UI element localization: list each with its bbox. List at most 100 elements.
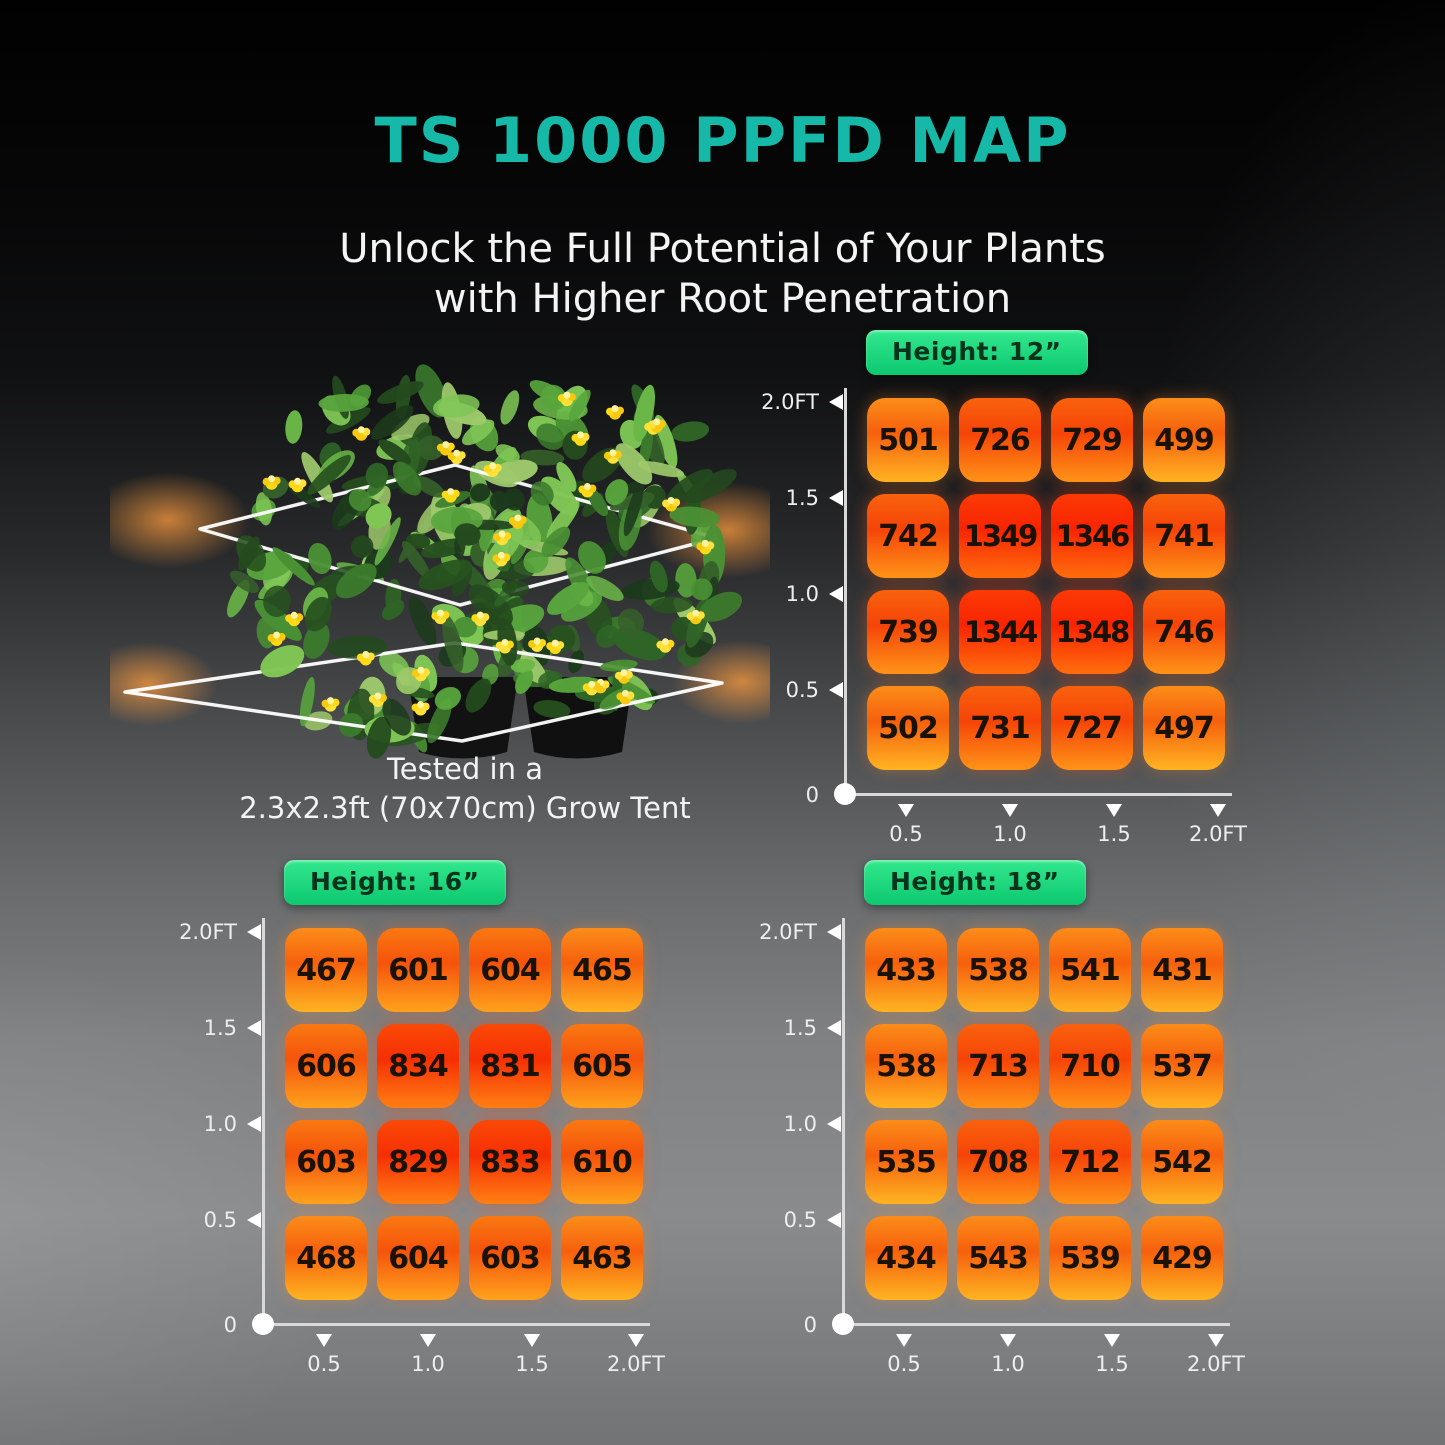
ppfd-cell: 729 [1051,398,1133,482]
origin-dot [832,1313,854,1335]
ppfd-cell: 710 [1049,1024,1131,1108]
ppfd-cell: 831 [469,1024,551,1108]
x-tick-label: 1.5 [515,1352,549,1376]
ppfd-cell: 603 [469,1216,551,1300]
y-tick-label: 2.0FT [179,920,237,944]
y-tick-label: 2.0FT [761,390,819,414]
ppfd-cell: 465 [561,928,643,1012]
tent-caption-line-2: 2.3x2.3ft (70x70cm) Grow Tent [239,791,691,825]
ppfd-chart-height-16: Height: 16” 467 601 604 465 606 834 831 605 603 8… [177,860,697,1395]
y-tick-arrow-icon [247,924,261,940]
x-tick-arrow-icon [524,1334,540,1347]
y-tick-label: 0 [223,1313,237,1337]
ppfd-cell: 1348 [1051,590,1133,674]
y-tick-arrow-icon [829,490,843,506]
foliage-front [238,382,743,759]
x-axis-line [842,1323,1230,1326]
x-tick-arrow-icon [1000,1334,1016,1347]
y-tick-arrow-icon [827,1116,841,1132]
light-plane-upper [198,463,719,607]
ppfd-cell: 538 [957,928,1039,1012]
y-tick-label: 1.5 [203,1016,237,1040]
ppfd-cell: 537 [1141,1024,1223,1108]
ppfd-cell: 1349 [959,494,1041,578]
y-tick-arrow-icon [247,1020,261,1036]
origin-dot [834,783,856,805]
x-axis-line [844,793,1232,796]
yellow-flowers [262,391,715,716]
ppfd-cell: 1344 [959,590,1041,674]
ppfd-cell: 606 [285,1024,367,1108]
x-tick-arrow-icon [628,1334,644,1347]
subtitle-line-2: with Higher Root Penetration [433,276,1012,322]
ppfd-cell: 712 [1049,1120,1131,1204]
x-tick-label: 2.0FT [1187,1352,1245,1376]
ppfd-cell: 1346 [1051,494,1133,578]
height-badge: Height: 18” [864,860,1086,905]
ppfd-cell: 468 [285,1216,367,1300]
height-badge: Height: 12” [866,330,1088,375]
ppfd-cell: 746 [1143,590,1225,674]
ppfd-cell: 605 [561,1024,643,1108]
foliage-mid [229,375,726,753]
foliage-back [226,364,716,731]
ppfd-cell: 739 [867,590,949,674]
ppfd-cell: 434 [865,1216,947,1300]
y-axis-line [842,918,845,1326]
page-title: TS 1000 PPFD MAP [374,104,1071,177]
y-tick-arrow-icon [829,682,843,698]
ppfd-cell: 829 [377,1120,459,1204]
y-tick-label: 1.0 [203,1112,237,1136]
x-tick-label: 0.5 [889,822,923,846]
y-axis-line [844,388,847,796]
y-tick-arrow-icon [827,1212,841,1228]
grow-light-glow-spots [110,472,770,726]
ppfd-cell: 541 [1049,928,1131,1012]
ppfd-cell: 741 [1143,494,1225,578]
x-tick-arrow-icon [1210,804,1226,817]
y-tick-arrow-icon [827,1020,841,1036]
x-tick-arrow-icon [1106,804,1122,817]
y-tick-label: 0.5 [783,1208,817,1232]
y-tick-label: 0.5 [785,678,819,702]
ppfd-cell: 708 [957,1120,1039,1204]
ppfd-cell: 603 [285,1120,367,1204]
y-tick-label: 2.0FT [759,920,817,944]
ppfd-cell: 535 [865,1120,947,1204]
height-badge: Height: 16” [284,860,506,905]
y-tick-label: 1.0 [785,582,819,606]
y-tick-label: 1.0 [783,1112,817,1136]
y-tick-label: 0 [803,1313,817,1337]
y-tick-arrow-icon [247,1116,261,1132]
ppfd-cell: 433 [865,928,947,1012]
y-tick-label: 1.5 [785,486,819,510]
ppfd-cell: 542 [1141,1120,1223,1204]
x-tick-label: 2.0FT [1189,822,1247,846]
y-tick-label: 0 [805,783,819,807]
tent-caption: Tested in a 2.3x2.3ft (70x70cm) Grow Ten… [115,750,815,828]
page-subtitle: Unlock the Full Potential of Your Plants… [0,224,1445,324]
grow-tent-plants-photo [110,364,770,759]
x-tick-arrow-icon [898,804,914,817]
x-tick-arrow-icon [1002,804,1018,817]
y-tick-arrow-icon [247,1212,261,1228]
y-tick-arrow-icon [829,394,843,410]
x-axis-line [262,1323,650,1326]
ppfd-chart-height-18: Height: 18” 433 538 541 431 538 713 710 537 535 7… [757,860,1277,1395]
x-tick-label: 0.5 [887,1352,921,1376]
x-tick-arrow-icon [1208,1334,1224,1347]
ppfd-cell: 731 [959,686,1041,770]
ppfd-cell: 727 [1051,686,1133,770]
ppfd-cell: 834 [377,1024,459,1108]
subtitle-line-1: Unlock the Full Potential of Your Plants [339,226,1106,272]
y-tick-label: 1.5 [783,1016,817,1040]
y-axis-line [262,918,265,1326]
ppfd-cell: 539 [1049,1216,1131,1300]
x-tick-label: 1.5 [1095,1352,1129,1376]
x-tick-label: 1.0 [991,1352,1025,1376]
ppfd-cell: 610 [561,1120,643,1204]
ppfd-cell: 497 [1143,686,1225,770]
ppfd-cell: 538 [865,1024,947,1108]
ppfd-cell: 604 [377,1216,459,1300]
